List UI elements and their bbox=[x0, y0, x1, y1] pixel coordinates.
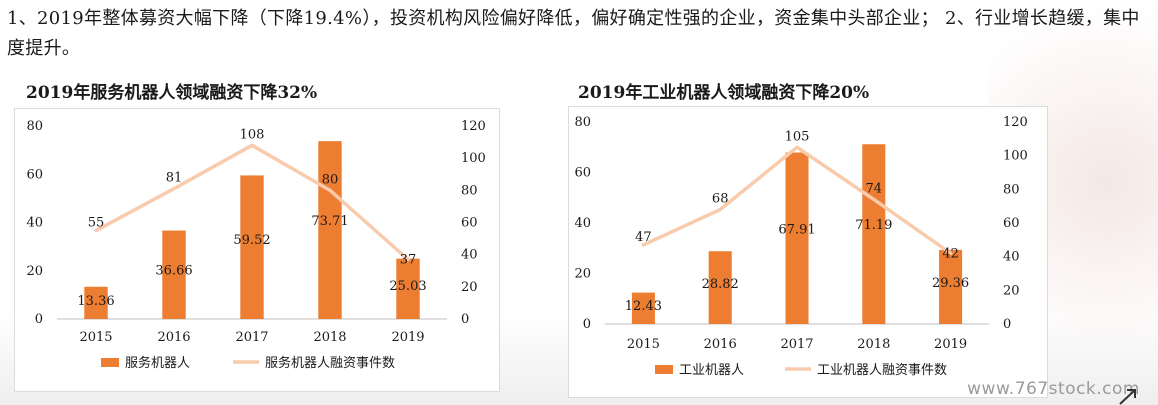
legend-bar-swatch bbox=[655, 365, 673, 374]
y-axis-tick-label: 60 bbox=[26, 167, 43, 182]
bar-data-label: 67.91 bbox=[778, 223, 815, 238]
y2-axis-tick-label: 120 bbox=[1003, 115, 1028, 130]
series-line bbox=[94, 143, 410, 262]
legend-line-label: 工业机器人融资事件数 bbox=[817, 363, 947, 378]
x-axis-tick-label: 2016 bbox=[157, 330, 190, 345]
y-axis-tick-label: 0 bbox=[35, 312, 43, 327]
y-axis-tick-label: 40 bbox=[574, 216, 591, 231]
y-axis-tick-label: 20 bbox=[26, 264, 43, 279]
bar bbox=[785, 152, 809, 324]
legend-bar-label: 服务机器人 bbox=[125, 355, 190, 371]
y2-axis-tick-label: 0 bbox=[1003, 317, 1011, 332]
x-axis-tick-label: 2017 bbox=[235, 330, 268, 345]
y2-axis-tick-label: 80 bbox=[1003, 182, 1020, 197]
cursor-arrow-icon bbox=[1119, 389, 1136, 405]
legend-bar-label: 工业机器人 bbox=[679, 363, 744, 378]
y2-axis-tick-label: 0 bbox=[461, 312, 469, 327]
line-data-label: 81 bbox=[166, 171, 183, 186]
bar-data-label: 59.52 bbox=[233, 233, 270, 248]
y-axis-tick-label: 80 bbox=[574, 115, 591, 130]
watermark: www.767stock.com bbox=[967, 379, 1140, 399]
bar-data-label: 73.71 bbox=[311, 214, 348, 229]
y-axis-tick-label: 20 bbox=[574, 267, 591, 282]
bar-data-label: 29.36 bbox=[932, 276, 969, 291]
bar bbox=[162, 230, 186, 319]
x-axis-tick-label: 2015 bbox=[627, 337, 660, 352]
y2-axis-tick-label: 100 bbox=[461, 151, 486, 166]
y2-axis-tick-label: 100 bbox=[1003, 149, 1028, 164]
y2-axis-tick-label: 40 bbox=[1003, 250, 1020, 265]
bar-data-label: 25.03 bbox=[389, 279, 426, 294]
y2-axis-tick-label: 80 bbox=[461, 183, 478, 198]
x-axis-tick-label: 2017 bbox=[780, 337, 813, 352]
line-data-label: 108 bbox=[240, 127, 265, 142]
line-data-label: 80 bbox=[322, 172, 339, 187]
line-data-label: 74 bbox=[866, 181, 883, 196]
y2-axis-tick-label: 40 bbox=[461, 248, 478, 263]
legend-line-label: 服务机器人融资事件数 bbox=[265, 355, 395, 371]
bar bbox=[708, 251, 732, 324]
y2-axis-tick-label: 120 bbox=[461, 119, 486, 134]
y2-axis-tick-label: 60 bbox=[1003, 216, 1020, 231]
chart-service-robots: 0 20 40 60 80 0 20 40 60 80 100 120 13.36 36.66 59.52 7… bbox=[26, 119, 486, 371]
y2-axis-tick-label: 20 bbox=[461, 280, 478, 295]
y-axis-tick-label: 80 bbox=[26, 119, 43, 134]
bar bbox=[318, 141, 342, 319]
x-axis-tick-label: 2019 bbox=[934, 337, 967, 352]
line-data-label: 105 bbox=[785, 129, 810, 144]
chart-panel-service: 0 20 40 60 80 0 20 40 60 80 100 120 13.36 36.66 59.52 7… bbox=[14, 108, 500, 392]
chart-title-service: 2019年服务机器人领域融资下降32% bbox=[26, 83, 318, 103]
series-line bbox=[641, 145, 953, 256]
line-data-label: 68 bbox=[712, 192, 729, 207]
bar-data-label: 36.66 bbox=[155, 263, 192, 278]
chart-industrial-robots: 0 20 40 60 80 0 20 40 60 80 100 120 12.43 28.82 67.91 7… bbox=[574, 115, 1028, 378]
legend-bar-swatch bbox=[101, 358, 119, 367]
x-axis-tick-label: 2018 bbox=[857, 337, 890, 352]
y2-axis-tick-label: 60 bbox=[461, 216, 478, 231]
chart-title-industrial: 2019年工业机器人领域融资下降20% bbox=[578, 83, 870, 103]
line-data-label: 55 bbox=[88, 216, 105, 231]
bar-data-label: 13.36 bbox=[77, 294, 114, 309]
bar bbox=[631, 292, 655, 324]
bar bbox=[240, 175, 264, 319]
x-axis-tick-label: 2015 bbox=[79, 330, 112, 345]
x-axis-tick-label: 2019 bbox=[391, 330, 424, 345]
bar bbox=[396, 258, 420, 319]
x-axis-tick-label: 2018 bbox=[313, 330, 346, 345]
bar bbox=[939, 249, 963, 324]
y2-axis-tick-label: 20 bbox=[1003, 283, 1020, 298]
y-axis-tick-label: 0 bbox=[583, 317, 591, 332]
y-axis-tick-label: 40 bbox=[26, 216, 43, 231]
line-data-label: 37 bbox=[400, 252, 417, 267]
bar bbox=[862, 144, 886, 324]
x-axis-tick-label: 2016 bbox=[704, 337, 737, 352]
intro-text: 1、2019年整体募资大幅下降（下降19.4%），投资机构风险偏好降低，偏好确定… bbox=[7, 8, 1140, 59]
y-axis-tick-label: 60 bbox=[574, 166, 591, 181]
bar-data-label: 12.43 bbox=[625, 299, 662, 314]
chart-panel-industrial: 0 20 40 60 80 0 20 40 60 80 100 120 12.43 28.82 67.91 7… bbox=[568, 106, 1048, 398]
bar-data-label: 71.19 bbox=[855, 218, 892, 233]
bar-data-label: 28.82 bbox=[702, 277, 739, 292]
line-data-label: 47 bbox=[635, 230, 652, 245]
line-data-label: 42 bbox=[942, 246, 959, 261]
bar bbox=[84, 286, 108, 319]
